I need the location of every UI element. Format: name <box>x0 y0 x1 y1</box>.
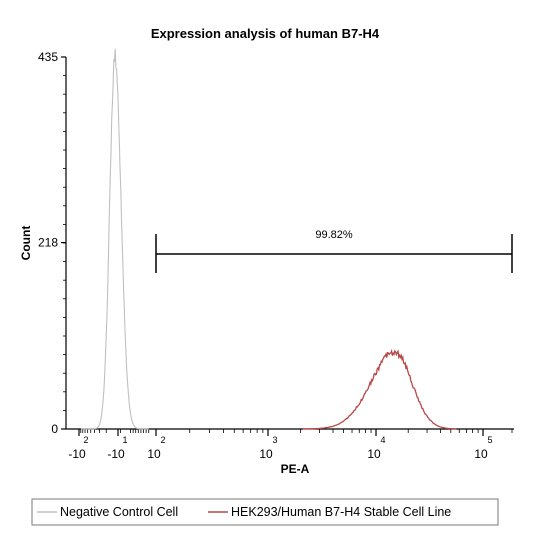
x-tick-label: 10 <box>474 447 488 461</box>
y-tick-label: 435 <box>38 50 58 64</box>
y-tick-label: 218 <box>38 236 58 250</box>
series-b7h4-cell-line-curve <box>302 348 457 430</box>
x-tick-label: 10 <box>367 447 381 461</box>
legend: Negative Control Cell HEK293/Human B7-H4… <box>31 498 499 526</box>
legend-label-b7h4-cell-line: HEK293/Human B7-H4 Stable Cell Line <box>231 505 451 519</box>
histogram-series <box>80 48 457 430</box>
legend-box <box>31 498 499 526</box>
x-tick-label: -10 <box>107 447 125 461</box>
x-tick-label: 10 <box>259 447 273 461</box>
x-axis-label: PE-A <box>281 462 310 476</box>
gate-percent-label: 99.82% <box>315 229 353 241</box>
x-tick-label: -10 <box>68 447 86 461</box>
x-tick-exponent: 4 <box>380 435 385 445</box>
series-negative-control-curve <box>80 48 149 430</box>
gate-marker: 99.82% <box>155 229 513 273</box>
legend-label-negative-control: Negative Control Cell <box>60 505 178 519</box>
x-tick-exponent: 5 <box>487 435 492 445</box>
x-tick-exponent: 2 <box>160 435 165 445</box>
x-tick-exponent: 3 <box>272 435 277 445</box>
y-tick-label: 0 <box>51 422 58 436</box>
x-tick-label: 10 <box>147 447 161 461</box>
y-axis-label: Count <box>19 226 33 261</box>
x-tick-exponent: 1 <box>122 435 127 445</box>
chart-title: Expression analysis of human B7-H4 <box>151 26 380 41</box>
y-axis-ticks: 0 218 435 <box>38 50 66 436</box>
x-tick-exponent: 2 <box>83 435 88 445</box>
x-axis-ticks: -10 2 -10 1 10 2 10 3 10 4 10 5 <box>68 429 513 461</box>
